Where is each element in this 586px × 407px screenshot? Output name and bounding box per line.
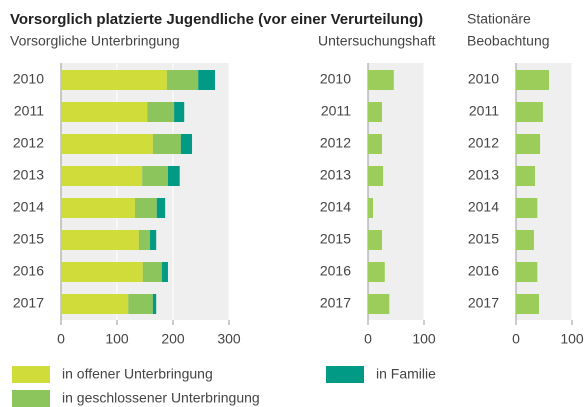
bar-segment	[198, 70, 215, 90]
bar-segment	[368, 262, 385, 282]
bar-segment	[128, 294, 153, 314]
legend-swatch	[12, 366, 50, 383]
y-tick-label: 2011	[321, 103, 351, 119]
bar-segment	[368, 70, 394, 90]
bar-segment	[516, 294, 539, 314]
y-tick-label: 2013	[320, 167, 351, 183]
bar-segment	[61, 230, 139, 250]
y-tick-label: 2010	[320, 71, 351, 87]
y-tick-label: 2017	[13, 295, 44, 311]
bar-segment	[516, 230, 534, 250]
y-tick-label: 2016	[13, 263, 44, 279]
bar-segment	[61, 294, 129, 314]
x-tick-label: 0	[512, 331, 520, 347]
bar-segment	[61, 166, 143, 186]
legend-swatch	[12, 390, 50, 407]
y-tick-label: 2010	[13, 71, 44, 87]
bar-segment	[152, 134, 181, 154]
y-tick-label: 2013	[468, 167, 499, 183]
bar-segment	[166, 70, 199, 90]
bar-segment	[161, 262, 168, 282]
legend-label: in offener Unterbringung	[62, 366, 213, 382]
bar-segment	[61, 70, 167, 90]
x-tick-label: 0	[57, 331, 65, 347]
y-tick-label: 2017	[320, 295, 351, 311]
bar-segment	[142, 262, 162, 282]
x-tick-label: 300	[217, 331, 241, 347]
bar-segment	[147, 102, 175, 122]
x-tick-label: 200	[161, 331, 185, 347]
bar-segment	[368, 230, 382, 250]
bar-segment	[61, 102, 148, 122]
y-tick-label: 2016	[320, 263, 351, 279]
y-tick-label: 2012	[468, 135, 499, 151]
bar-segment	[61, 134, 153, 154]
bar-segment	[368, 166, 384, 186]
y-tick-label: 2011	[14, 103, 44, 119]
x-tick-label: 0	[364, 331, 372, 347]
bar-segment	[150, 230, 157, 250]
bar-segment	[368, 134, 382, 154]
bar-segment	[180, 134, 193, 154]
y-tick-label: 2011	[469, 103, 499, 119]
y-tick-label: 2014	[13, 199, 44, 215]
legend-label: in geschlossener Unterbringung	[62, 390, 260, 406]
legend-swatch	[326, 366, 364, 383]
legend-label: in Familie	[376, 366, 436, 382]
bar-segment	[134, 198, 157, 218]
bar-segment	[516, 70, 550, 90]
y-tick-label: 2017	[468, 295, 499, 311]
chart-title: Vorsorglich platzierte Jugendliche (vor …	[10, 11, 423, 28]
y-tick-label: 2012	[13, 135, 44, 151]
subtitle: Beobachtung	[467, 33, 550, 49]
x-tick-label: 100	[105, 331, 129, 347]
bar-segment	[516, 134, 541, 154]
bar-segment	[516, 102, 543, 122]
bar-segment	[516, 198, 538, 218]
y-tick-label: 2010	[468, 71, 499, 87]
subtitle: Vorsorgliche Unterbringung	[10, 33, 180, 49]
bar-segment	[142, 166, 168, 186]
y-tick-label: 2015	[13, 231, 44, 247]
y-tick-label: 2014	[320, 199, 351, 215]
bar-segment	[368, 294, 390, 314]
y-tick-label: 2015	[320, 231, 351, 247]
y-tick-label: 2015	[468, 231, 499, 247]
y-tick-label: 2013	[13, 167, 44, 183]
bar-segment	[368, 102, 382, 122]
bar-segment	[174, 102, 185, 122]
bar-segment	[516, 166, 536, 186]
bar-segment	[516, 262, 538, 282]
y-tick-label: 2012	[320, 135, 351, 151]
bar-segment	[138, 230, 151, 250]
x-tick-label: 100	[560, 331, 584, 347]
y-tick-label: 2014	[468, 199, 499, 215]
y-tick-label: 2016	[468, 263, 499, 279]
subtitle: Stationäre	[467, 11, 531, 27]
bar-segment	[152, 294, 157, 314]
x-tick-label: 100	[412, 331, 436, 347]
subtitle: Untersuchungshaft	[318, 33, 436, 49]
bar-segment	[61, 198, 135, 218]
bar-segment	[61, 262, 143, 282]
bar-segment	[167, 166, 180, 186]
bar-segment	[156, 198, 166, 218]
bar-segment	[368, 198, 374, 218]
